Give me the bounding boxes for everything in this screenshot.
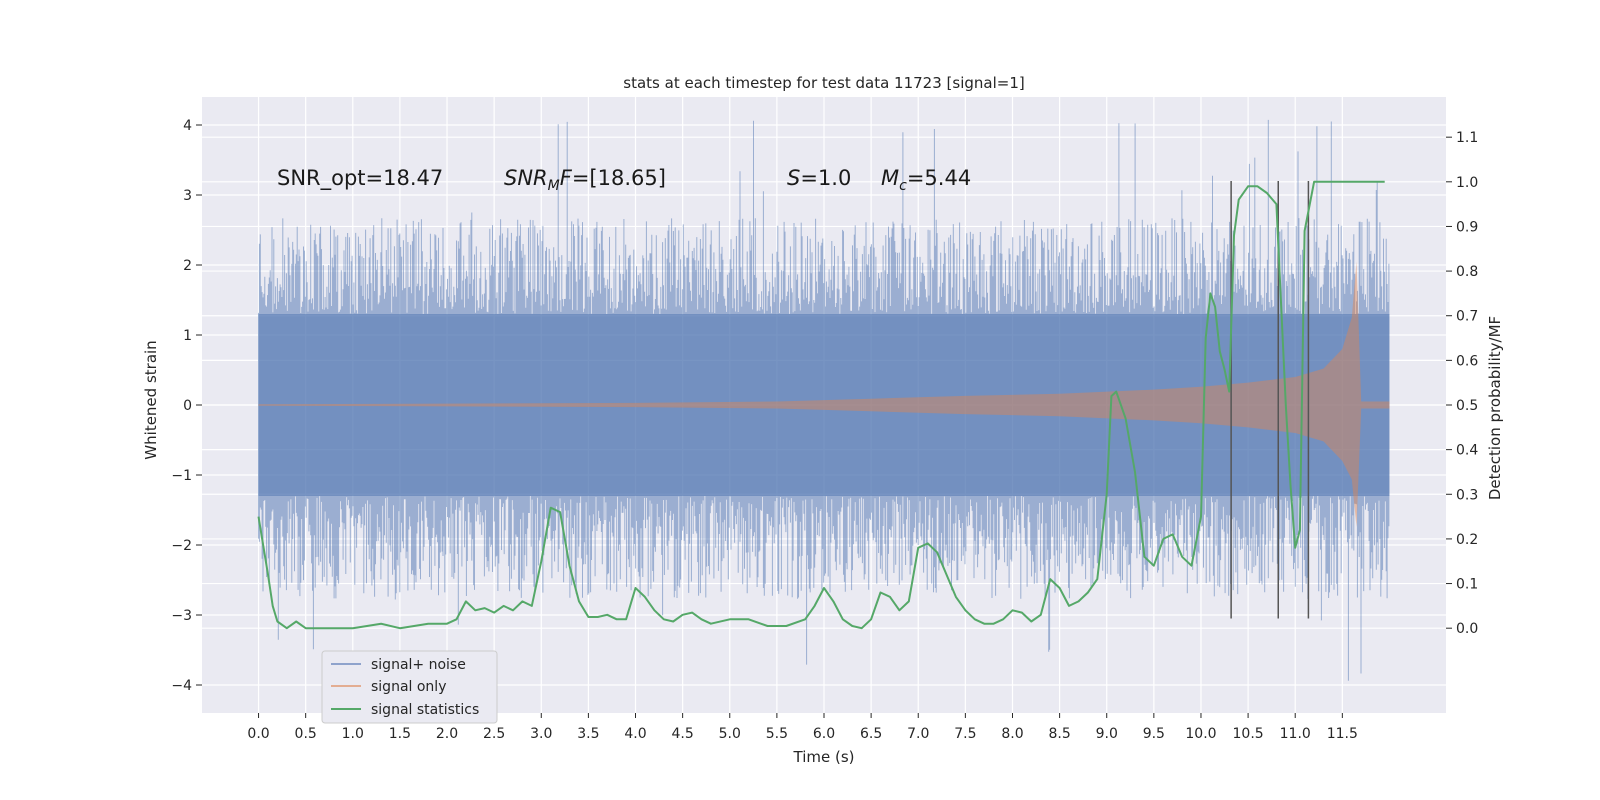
x-tick-label-3: 1.5	[389, 726, 411, 742]
x-tick-label-10: 5.0	[719, 726, 741, 742]
y-tick-label-3: −1	[171, 468, 192, 484]
x-tick-label-18: 9.0	[1096, 726, 1118, 742]
signal-envelope	[258, 261, 1390, 527]
stat-line	[257, 180, 1385, 630]
noise-series	[258, 119, 1390, 681]
y-tick-label-0: −4	[171, 678, 192, 694]
y-tick-label-7: 3	[183, 188, 192, 204]
x-tick-label-5: 2.5	[483, 726, 505, 742]
x-tick-label-9: 4.5	[672, 726, 694, 742]
y2-tick-label-5: 0.5	[1456, 398, 1478, 414]
annotation-snr-mf: SNRMF=[18.65]	[504, 166, 666, 194]
y2-tick-label-1: 0.1	[1456, 577, 1478, 593]
snr-mf-value: =[18.65]	[572, 166, 666, 190]
y2-tick-label-2: 0.2	[1456, 532, 1478, 548]
y2-tick-label-0: 0.0	[1456, 621, 1478, 637]
x-tick-label-8: 4.0	[624, 726, 646, 742]
legend-label-noise: signal+ noise	[371, 657, 466, 673]
x-tick-label-14: 7.0	[907, 726, 929, 742]
x-tick-label-13: 6.5	[860, 726, 882, 742]
mc-value: =5.44	[907, 166, 971, 190]
s-symbol: S	[787, 166, 800, 190]
y-tick-label-5: 1	[183, 328, 192, 344]
s-value: =1.0	[800, 166, 851, 190]
annotation-snr-opt: SNR_opt=18.47	[277, 166, 443, 191]
y2-tick-label-7: 0.7	[1456, 309, 1478, 325]
snr-mf-subscript: M	[548, 178, 560, 194]
x-tick-label-20: 10.0	[1185, 726, 1216, 742]
mc-symbol: M	[881, 166, 899, 190]
y2-tick-label-10: 1.0	[1456, 175, 1478, 191]
axis-ticks: 0.0 0.5 1.0 1.5 2.0 2.5 3.0 3.5 4.0 4.5 5.0 5.5 6.0 6…	[171, 118, 1478, 742]
x-tick-label-2: 1.0	[342, 726, 364, 742]
legend-label-signal: signal only	[371, 679, 446, 695]
signal-series	[258, 261, 1390, 527]
y-axis-label: Whitened strain	[142, 340, 160, 459]
legend-label-stat: signal statistics	[371, 702, 479, 718]
y-tick-label-2: −2	[171, 538, 192, 554]
x-tick-label-21: 10.5	[1233, 726, 1264, 742]
x-tick-label-1: 0.5	[295, 726, 317, 742]
y-tick-label-8: 4	[183, 118, 192, 134]
y2-tick-label-3: 0.3	[1456, 487, 1478, 503]
x-tick-label-22: 11.0	[1280, 726, 1311, 742]
x-tick-label-17: 8.5	[1048, 726, 1070, 742]
x-tick-label-12: 6.0	[813, 726, 835, 742]
snr-mf-symbol-f: F	[560, 166, 573, 190]
x-tick-label-16: 8.0	[1001, 726, 1023, 742]
legend: signal+ noise signal only signal statist…	[321, 650, 498, 724]
x-tick-label-11: 5.5	[766, 726, 788, 742]
y2-tick-label-11: 1.1	[1456, 130, 1478, 146]
snr-mf-symbol: SNR	[504, 166, 548, 190]
y2-axis-label: Detection probability/MF	[1486, 316, 1504, 500]
x-axis-label: Time (s)	[793, 748, 855, 766]
chart-title: stats at each timestep for test data 117…	[623, 74, 1024, 92]
x-tick-label-23: 11.5	[1327, 726, 1358, 742]
x-tick-label-0: 0.0	[247, 726, 269, 742]
x-tick-label-19: 9.5	[1143, 726, 1165, 742]
y2-tick-label-6: 0.6	[1456, 353, 1478, 369]
x-tick-label-7: 3.5	[577, 726, 599, 742]
annotation-s: S=1.0	[787, 166, 851, 190]
x-tick-label-4: 2.0	[436, 726, 458, 742]
y2-tick-label-8: 0.8	[1456, 264, 1478, 280]
y-tick-label-1: −3	[171, 608, 192, 624]
y2-tick-label-9: 0.9	[1456, 219, 1478, 235]
noise-spikes	[258, 119, 1390, 681]
y2-tick-label-4: 0.4	[1456, 443, 1478, 459]
legend-box	[321, 650, 498, 724]
y-tick-label-4: 0	[183, 398, 192, 414]
annotation-mc: Mc=5.44	[881, 166, 971, 194]
stat-series	[257, 180, 1385, 630]
mc-subscript: c	[899, 178, 907, 194]
x-tick-label-15: 7.5	[954, 726, 976, 742]
x-tick-label-6: 3.0	[530, 726, 552, 742]
y-tick-label-6: 2	[183, 258, 192, 274]
